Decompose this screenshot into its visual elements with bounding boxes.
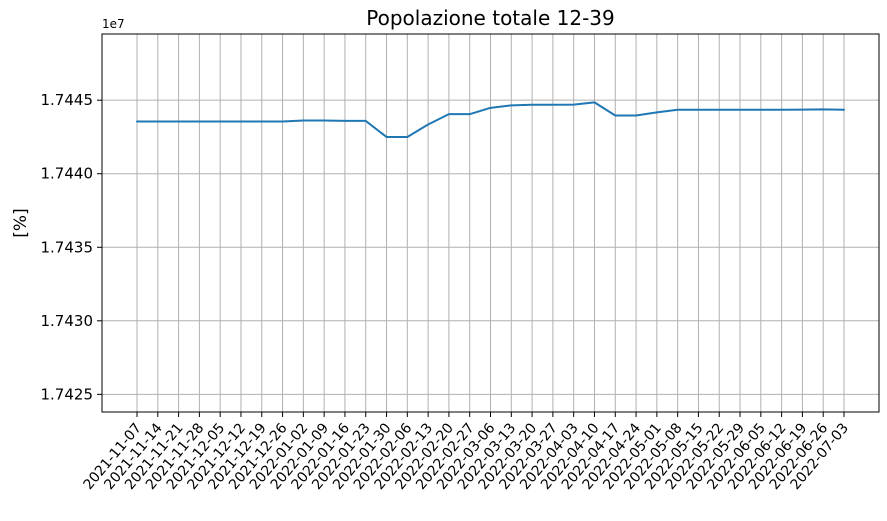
data-point bbox=[136, 121, 138, 123]
y-tick-label: 1.7430 bbox=[41, 312, 94, 330]
data-point bbox=[698, 109, 700, 111]
y-offset-label: 1e7 bbox=[102, 17, 125, 31]
data-point bbox=[843, 109, 845, 111]
data-point bbox=[718, 109, 720, 111]
data-point bbox=[760, 109, 762, 111]
series-layer bbox=[136, 101, 845, 138]
data-point bbox=[573, 104, 575, 106]
data-point bbox=[469, 113, 471, 115]
y-tick-label: 1.7435 bbox=[41, 238, 94, 256]
data-point bbox=[407, 136, 409, 138]
data-point bbox=[822, 109, 824, 111]
chart-title: Popolazione totale 12-39 bbox=[366, 6, 614, 30]
data-point bbox=[157, 121, 159, 123]
series-line bbox=[136, 101, 845, 138]
y-axis: 1.7425 1.7430 1.7435 1.7440 1.7445 bbox=[41, 91, 102, 403]
data-point bbox=[614, 115, 616, 117]
data-point bbox=[635, 115, 637, 117]
data-point bbox=[323, 120, 325, 122]
data-point bbox=[677, 109, 679, 111]
y-tick-label: 1.7445 bbox=[41, 91, 94, 109]
data-point bbox=[490, 107, 492, 109]
data-point bbox=[594, 102, 596, 104]
data-point bbox=[178, 121, 180, 123]
data-point bbox=[656, 112, 658, 114]
data-point bbox=[510, 105, 512, 107]
data-point bbox=[219, 121, 221, 123]
y-tick-label: 1.7425 bbox=[41, 385, 94, 403]
data-point bbox=[365, 120, 367, 122]
data-point bbox=[261, 121, 263, 123]
data-point bbox=[448, 113, 450, 115]
data-point bbox=[282, 121, 284, 123]
x-axis: 2021-11-072021-11-142021-11-212021-11-28… bbox=[81, 412, 852, 493]
data-point bbox=[240, 121, 242, 123]
grid bbox=[102, 34, 879, 412]
data-point bbox=[386, 136, 388, 138]
data-point bbox=[344, 120, 346, 122]
data-point bbox=[781, 109, 783, 111]
y-axis-label: [%] bbox=[11, 208, 31, 237]
y-tick-label: 1.7440 bbox=[41, 165, 94, 183]
data-point bbox=[802, 109, 804, 111]
data-point bbox=[531, 104, 533, 106]
data-point bbox=[427, 124, 429, 126]
data-point bbox=[739, 109, 741, 111]
data-point bbox=[199, 121, 201, 123]
data-point bbox=[552, 104, 554, 106]
data-point bbox=[303, 120, 305, 122]
